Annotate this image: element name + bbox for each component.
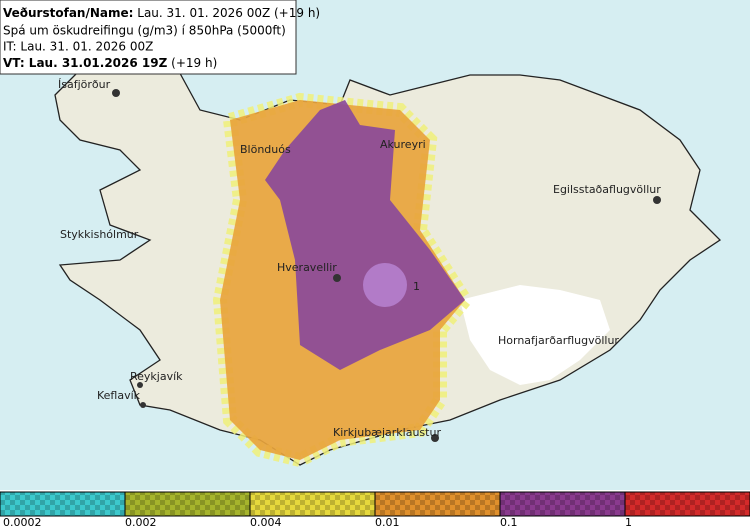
legend-check [125, 492, 250, 516]
legend-check [0, 492, 125, 516]
place-label: Hornafjarðarflugvöllur [498, 334, 619, 347]
place-label: Blönduós [240, 143, 291, 156]
legend-check [375, 492, 500, 516]
legend-label: 0.01 [375, 516, 400, 529]
legend-label: 0.1 [500, 516, 518, 529]
legend-label: 0.004 [250, 516, 282, 529]
place-label: Kirkjubæjarklaustur [333, 426, 441, 439]
place-label: Akureyri [380, 138, 426, 151]
place-label: Hveravellir [277, 261, 337, 274]
legend-check [250, 492, 375, 516]
header-box [0, 0, 297, 75]
plume-purple [265, 100, 465, 370]
legend-label: 0.0002 [3, 516, 42, 529]
header-line2: Spá um öskudreifingu (g/m3) í 850hPa (50… [3, 24, 286, 38]
place-label: Reykjavík [130, 370, 183, 383]
place-label: Keflavík [97, 389, 141, 402]
legend-check [500, 492, 625, 516]
legend-label: 1 [625, 516, 632, 529]
city-dots [112, 89, 661, 442]
place-label: 1 [413, 280, 420, 293]
header-line1: Veðurstofan/Name: Lau. 31. 01. 2026 00Z … [3, 6, 320, 20]
place-label: Stykkishólmur [60, 228, 139, 241]
header-line4: VT: Lau. 31.01.2026 19Z (+19 h) [3, 56, 217, 70]
glacier [460, 285, 610, 385]
legend-check [625, 492, 750, 516]
legend-label: 0.002 [125, 516, 157, 529]
plume-core [363, 263, 407, 307]
header-line3: IT: Lau. 31. 01. 2026 00Z [3, 40, 153, 54]
place-label: Egilsstaðaflugvöllur [553, 183, 661, 196]
place-label: Ísafjörður [58, 78, 111, 91]
